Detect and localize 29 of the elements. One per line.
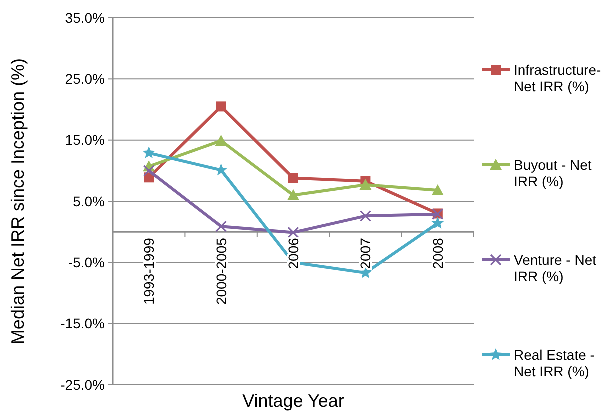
legend-label: Real Estate - Net IRR (%) (514, 346, 596, 380)
point (360, 210, 372, 222)
point (216, 102, 226, 112)
y-tick-label: 15.0% (65, 132, 105, 148)
x-axis-title: Vintage Year (242, 391, 344, 411)
point (288, 226, 300, 238)
y-tick-label: -25.0% (60, 376, 105, 393)
point (432, 184, 444, 196)
y-tick-label: -5.0% (68, 254, 105, 271)
point (142, 146, 156, 158)
legend-label: Infrastructure- Net IRR (%) (514, 62, 602, 95)
legend-label: Buyout - Net IRR (%) (514, 156, 592, 190)
y-tick-label: 25.0% (65, 71, 105, 88)
x-tick-label: 2006 (286, 238, 302, 270)
y-tick-label: 5.0% (73, 193, 105, 210)
y-tick-label: -15.0% (60, 316, 105, 332)
point (143, 165, 155, 177)
x-tick-label: 2008 (430, 238, 446, 270)
x-tick-label: 1993-1999 (141, 238, 158, 306)
point (216, 220, 228, 232)
x-tick-label: 2007 (358, 238, 374, 270)
point (432, 217, 444, 229)
point (360, 178, 372, 190)
y-axis-title: Median Net IRR since Inception (%) (8, 58, 28, 345)
point (288, 173, 298, 184)
y-tick-label: 35.0% (65, 10, 105, 26)
point (288, 189, 300, 200)
x-tick-label: 2000-2005 (213, 238, 230, 306)
legend-label: Venture - Net IRR (%) (514, 252, 597, 285)
